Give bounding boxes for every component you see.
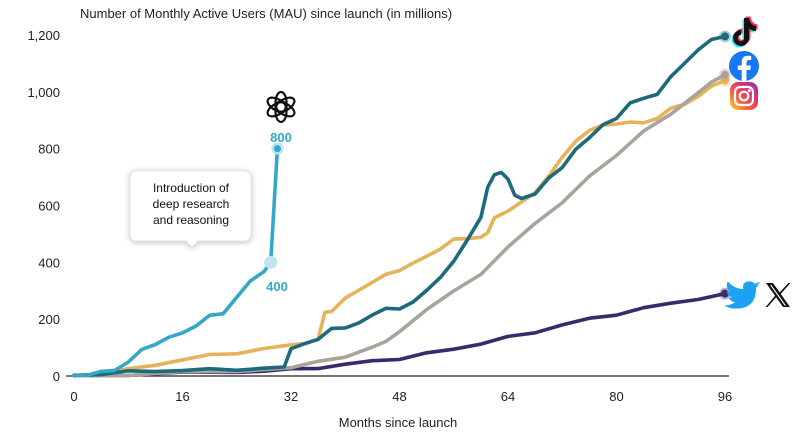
y-tick-label: 400 xyxy=(38,255,60,270)
y-tick-label: 600 xyxy=(38,199,60,214)
y-tick-label: 1,200 xyxy=(27,28,60,43)
series-line-chatgpt xyxy=(72,146,280,377)
y-tick-label: 1,000 xyxy=(27,85,60,100)
twitter-bird-icon xyxy=(724,281,762,309)
label-400: 400 xyxy=(266,279,288,294)
x-axis-ticks: 0 16 32 48 64 80 96 xyxy=(70,389,732,404)
callout-deep-research: Introduction of deep research and reason… xyxy=(129,170,252,248)
tiktok-icon xyxy=(731,16,758,48)
end-markers xyxy=(264,30,731,300)
end-marker-tiktok xyxy=(721,32,729,41)
facebook-icon xyxy=(729,51,759,81)
series-line-tiktok xyxy=(72,34,727,378)
callout-line-1: Introduction of xyxy=(153,181,230,195)
series-layer xyxy=(72,34,727,378)
openai-icon xyxy=(266,90,296,124)
point-800-marker xyxy=(273,145,281,153)
x-tick-label: 48 xyxy=(392,389,406,404)
chart-title: Number of Monthly Active Users (MAU) sin… xyxy=(80,6,452,21)
end-marker-instagram xyxy=(721,76,729,85)
x-tick-label: 16 xyxy=(175,389,189,404)
callout-line-3: and reasoning xyxy=(153,213,229,227)
point-400-marker xyxy=(264,255,278,269)
x-tick-label: 80 xyxy=(609,389,623,404)
label-800: 800 xyxy=(270,130,292,145)
callout-line-2: deep research xyxy=(153,197,230,211)
x-tick-label: 32 xyxy=(284,389,298,404)
x-tick-label: 0 xyxy=(70,389,77,404)
x-logo-icon xyxy=(765,283,791,307)
y-tick-label: 0 xyxy=(53,369,60,384)
callout-box xyxy=(129,170,252,248)
x-axis-label: Months since launch xyxy=(339,415,458,430)
series-line-instagram xyxy=(72,78,727,378)
x-tick-label: 64 xyxy=(501,389,515,404)
end-marker-facebook xyxy=(721,70,729,79)
y-tick-label: 800 xyxy=(38,142,60,157)
y-axis-ticks: 0 200 400 600 800 1,000 1,200 xyxy=(27,28,60,384)
y-tick-label: 200 xyxy=(38,312,60,327)
x-tick-label: 96 xyxy=(718,389,732,404)
instagram-icon xyxy=(730,82,758,110)
